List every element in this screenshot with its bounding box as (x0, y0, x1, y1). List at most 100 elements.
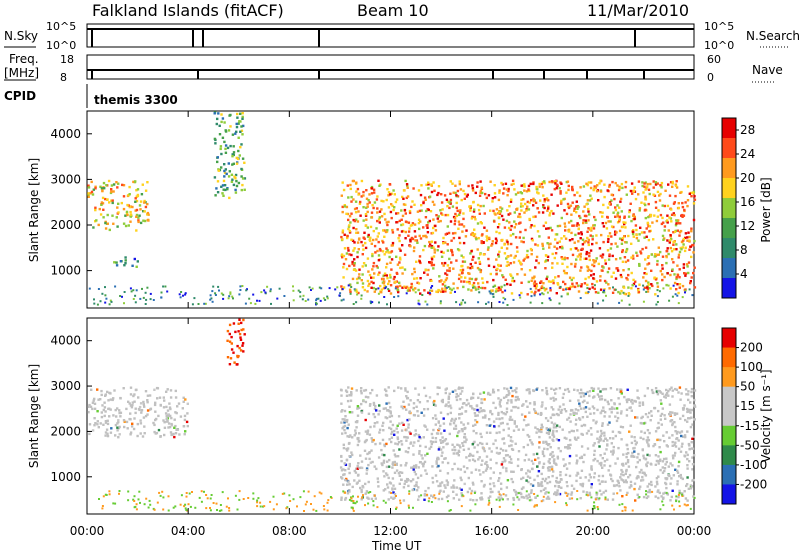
echo-cell (645, 290, 648, 293)
echo-cell (386, 229, 389, 232)
echo-cell (370, 192, 374, 195)
echo-cell (555, 292, 558, 295)
echo-cell (617, 446, 620, 450)
echo-cell (580, 266, 583, 269)
echo-cell (135, 215, 138, 218)
echo-cell (485, 467, 489, 470)
echo-cell (376, 477, 379, 480)
echo-cell (476, 185, 479, 188)
echo-cell (663, 237, 666, 240)
echo-cell (485, 196, 488, 200)
echo-cell (542, 293, 545, 296)
echo-cell (241, 177, 245, 180)
echo-cell (356, 281, 359, 285)
echo-cell (226, 188, 229, 191)
echo-cell (497, 490, 500, 494)
echo-cell (452, 282, 455, 285)
echo-cell (428, 240, 431, 244)
echo-cell (610, 242, 613, 246)
echo-cell (408, 490, 411, 493)
echo-cell (493, 196, 497, 199)
echo-cell (451, 448, 454, 452)
echo-cell (673, 413, 677, 416)
echo-cell (424, 300, 427, 303)
echo-cell (506, 260, 509, 264)
echo-cell (121, 295, 123, 298)
echo-cell (510, 292, 514, 295)
echo-cell (430, 261, 433, 264)
echo-cell (526, 475, 530, 478)
echo-cell (631, 232, 635, 236)
echo-cell (410, 223, 414, 227)
echo-cell (632, 278, 635, 282)
echo-cell (441, 461, 444, 464)
echo-cell (164, 412, 168, 415)
echo-cell (652, 186, 655, 189)
echo-cell (383, 388, 387, 391)
echo-cell (568, 399, 572, 402)
echo-cell (184, 398, 187, 401)
echo-cell (532, 182, 535, 186)
cpid-label: CPID (4, 89, 36, 103)
echo-cell (572, 429, 575, 433)
echo-cell (110, 188, 113, 191)
echo-cell (437, 215, 440, 218)
echo-cell (678, 231, 682, 234)
echo-cell (547, 236, 550, 239)
echo-cell (668, 216, 671, 219)
echo-cell (406, 289, 410, 292)
echo-cell (589, 186, 593, 190)
echo-cell (604, 480, 607, 483)
echo-cell (537, 456, 540, 460)
echo-cell (588, 493, 592, 497)
echo-cell (351, 436, 354, 439)
echo-cell (185, 509, 188, 511)
echo-cell (559, 474, 562, 477)
echo-cell (688, 288, 691, 291)
echo-cell (304, 300, 307, 302)
echo-cell (419, 444, 422, 448)
echo-cell (481, 498, 484, 501)
echo-cell (555, 247, 559, 250)
echo-cell (416, 210, 420, 213)
echo-cell (499, 264, 502, 267)
echo-cell (534, 496, 537, 499)
echo-cell (570, 278, 573, 282)
echo-cell (602, 491, 605, 494)
echo-cell (245, 289, 248, 292)
echo-cell (457, 387, 460, 390)
echo-cell (658, 199, 662, 202)
echo-cell (557, 481, 560, 484)
echo-cell (101, 505, 104, 507)
echo-cell (348, 483, 351, 486)
echo-cell (557, 408, 560, 411)
echo-cell (361, 253, 364, 256)
echo-cell (137, 216, 140, 219)
echo-cell (668, 412, 671, 416)
echo-cell (266, 285, 269, 288)
echo-cell (587, 479, 591, 482)
echo-cell (555, 476, 558, 480)
echo-cell (489, 467, 492, 470)
echo-cell (556, 241, 559, 245)
echo-cell (578, 402, 581, 405)
echo-cell (614, 208, 618, 212)
echo-cell (530, 498, 533, 502)
echo-cell (441, 451, 444, 454)
echo-cell (508, 392, 511, 395)
echo-cell (563, 258, 566, 261)
echo-cell (619, 489, 622, 492)
echo-cell (480, 496, 483, 499)
echo-cell (465, 438, 468, 441)
echo-cell (362, 219, 365, 222)
echo-cell (148, 499, 151, 502)
echo-cell (131, 401, 134, 404)
echo-cell (351, 453, 354, 457)
echo-cell (500, 463, 504, 466)
echo-cell (629, 424, 632, 427)
echo-cell (434, 437, 438, 440)
echo-cell (146, 399, 149, 402)
echo-cell (474, 236, 478, 239)
echo-cell (340, 410, 343, 413)
echo-cell (423, 408, 426, 411)
